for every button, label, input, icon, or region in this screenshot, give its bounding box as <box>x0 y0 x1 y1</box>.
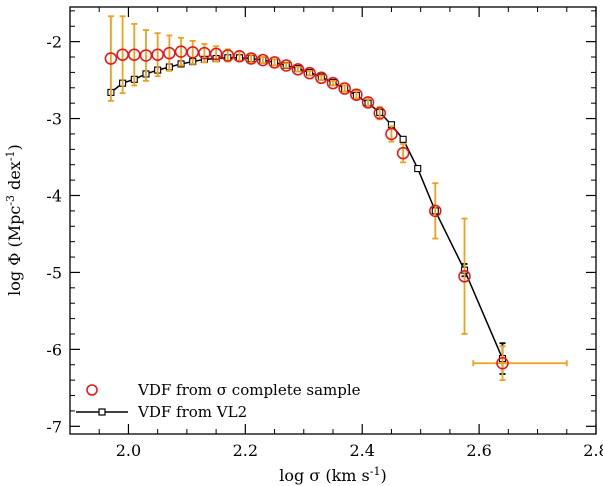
point-complete-sample <box>233 49 246 63</box>
point-complete-sample <box>291 63 305 76</box>
point-complete-sample <box>279 59 293 72</box>
point-complete-sample <box>256 53 270 67</box>
point-complete-sample <box>458 270 471 283</box>
point-complete-sample <box>163 46 176 60</box>
point-complete-sample <box>429 204 442 218</box>
legend-label-vl2: VDF from VL2 <box>137 403 247 421</box>
point-complete-sample <box>268 56 281 69</box>
x-tick-label: 2.0 <box>116 441 141 460</box>
y-tick-label: -2 <box>46 33 62 52</box>
x-tick-label: 2.2 <box>233 441 258 460</box>
point-complete-sample <box>244 52 258 65</box>
point-complete-sample <box>315 71 328 85</box>
point-complete-sample <box>361 96 375 109</box>
x-axis-label: log σ (km s-1) <box>279 465 386 485</box>
y-tick-label: -4 <box>46 186 62 205</box>
legend: VDF from σ complete sample VDF from VL2 <box>76 381 361 421</box>
point-complete-sample <box>373 106 387 120</box>
x-tick-label: 2.8 <box>583 441 603 460</box>
plot-area: 2.0 2.2 2.4 2.6 2.8 -7 -6 -5 -4 -3 -2 <box>46 6 603 460</box>
point-complete-sample <box>350 88 363 101</box>
y-tick-label: -5 <box>46 263 62 282</box>
point-complete-sample <box>104 52 118 65</box>
point-complete-sample <box>326 76 340 90</box>
y-tick-label: -6 <box>46 340 62 359</box>
point-vl2 <box>399 135 407 143</box>
point-complete-sample <box>151 48 164 61</box>
series-complete-sample <box>104 15 568 382</box>
point-complete-sample <box>396 146 410 160</box>
point-complete-sample <box>496 356 509 370</box>
x-tick-label: 2.4 <box>349 441 374 460</box>
point-complete-sample <box>209 47 223 61</box>
series-vl2 <box>107 54 507 375</box>
axis-ticks <box>69 7 597 434</box>
legend-label-complete-sample: VDF from σ complete sample <box>137 381 361 399</box>
point-complete-sample <box>338 82 351 95</box>
y-axis-label: log Φ (Mpc-3 dex-1) <box>4 144 24 296</box>
axis-tick-labels: 2.0 2.2 2.4 2.6 2.8 -7 -6 -5 -4 -3 -2 <box>46 33 603 460</box>
x-tick-label: 2.6 <box>466 441 491 460</box>
point-complete-sample <box>385 127 398 141</box>
point-vl2 <box>414 165 422 173</box>
legend-square-marker <box>98 408 106 416</box>
y-tick-label: -7 <box>46 417 62 436</box>
legend-circle-marker <box>86 384 98 396</box>
point-complete-sample <box>303 66 316 80</box>
line-vl2 <box>110 57 504 359</box>
y-tick-label: -3 <box>46 110 62 129</box>
